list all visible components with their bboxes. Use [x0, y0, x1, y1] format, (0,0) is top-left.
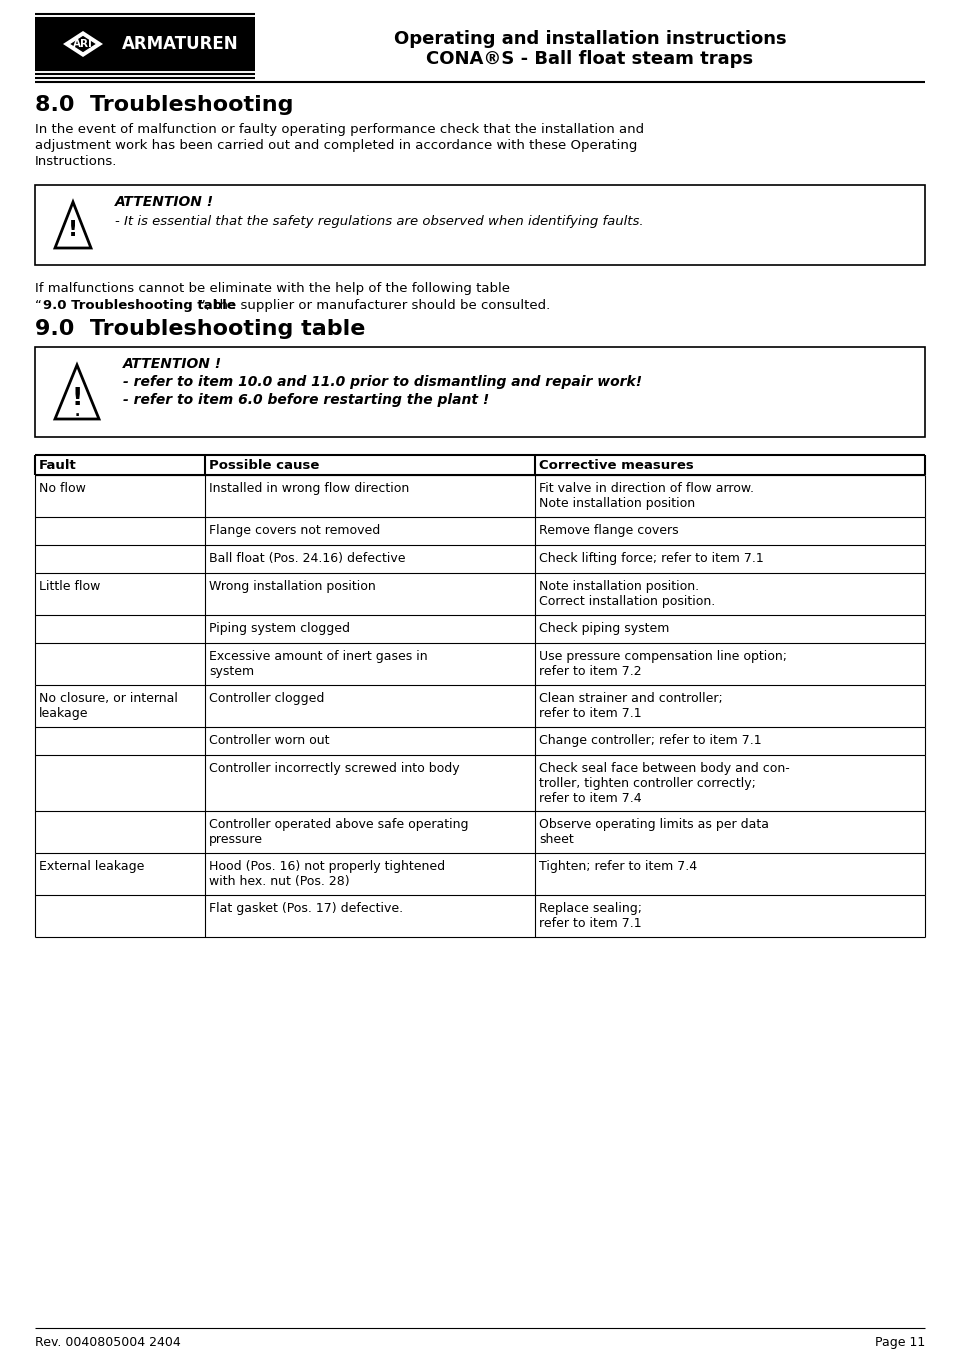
- Text: Use pressure compensation line option;
refer to item 7.2: Use pressure compensation line option; r…: [538, 650, 786, 678]
- Text: adjustment work has been carried out and completed in accordance with these Oper: adjustment work has been carried out and…: [35, 139, 637, 153]
- Polygon shape: [63, 31, 103, 57]
- Text: Change controller; refer to item 7.1: Change controller; refer to item 7.1: [538, 734, 760, 747]
- Text: 9.0  Troubleshooting table: 9.0 Troubleshooting table: [35, 319, 365, 339]
- Text: CONA®S - Ball float steam traps: CONA®S - Ball float steam traps: [426, 50, 753, 68]
- Text: Page 11: Page 11: [874, 1336, 924, 1350]
- Text: ARMATUREN: ARMATUREN: [122, 35, 238, 53]
- Text: ATTENTION !: ATTENTION !: [123, 357, 222, 372]
- Text: Controller incorrectly screwed into body: Controller incorrectly screwed into body: [209, 762, 459, 775]
- Text: Possible cause: Possible cause: [209, 459, 319, 471]
- Text: Check seal face between body and con-
troller, tighten controller correctly;
ref: Check seal face between body and con- tr…: [538, 762, 789, 805]
- Text: Rev. 0040805004 2404: Rev. 0040805004 2404: [35, 1336, 180, 1350]
- FancyBboxPatch shape: [35, 347, 924, 436]
- Text: Controller clogged: Controller clogged: [209, 692, 324, 705]
- Text: - refer to item 6.0 before restarting the plant !: - refer to item 6.0 before restarting th…: [123, 393, 489, 407]
- Text: 9.0 Troubleshooting table: 9.0 Troubleshooting table: [43, 299, 235, 312]
- Text: Operating and installation instructions: Operating and installation instructions: [394, 30, 785, 49]
- Text: Wrong installation position: Wrong installation position: [209, 580, 375, 593]
- Text: .: .: [74, 405, 79, 419]
- Text: Controller operated above safe operating
pressure: Controller operated above safe operating…: [209, 817, 468, 846]
- Text: Fit valve in direction of flow arrow.
Note installation position: Fit valve in direction of flow arrow. No…: [538, 482, 753, 509]
- Text: !: !: [71, 386, 83, 409]
- Text: Fault: Fault: [39, 459, 76, 471]
- Text: Instructions.: Instructions.: [35, 155, 117, 168]
- Polygon shape: [55, 203, 91, 249]
- FancyBboxPatch shape: [35, 18, 254, 70]
- Text: !: !: [68, 220, 78, 240]
- Text: Tighten; refer to item 7.4: Tighten; refer to item 7.4: [538, 861, 697, 873]
- Text: Ball float (Pos. 24.16) defective: Ball float (Pos. 24.16) defective: [209, 553, 405, 565]
- Text: Little flow: Little flow: [39, 580, 100, 593]
- Text: In the event of malfunction or faulty operating performance check that the insta: In the event of malfunction or faulty op…: [35, 123, 643, 136]
- Text: ATTENTION !: ATTENTION !: [115, 195, 213, 209]
- Text: Corrective measures: Corrective measures: [538, 459, 693, 471]
- Polygon shape: [55, 365, 99, 419]
- Text: Note installation position.
Correct installation position.: Note installation position. Correct inst…: [538, 580, 715, 608]
- Text: Remove flange covers: Remove flange covers: [538, 524, 678, 536]
- Text: Check piping system: Check piping system: [538, 621, 669, 635]
- Text: External leakage: External leakage: [39, 861, 144, 873]
- Text: No flow: No flow: [39, 482, 86, 494]
- Text: “: “: [35, 299, 42, 312]
- Text: Flat gasket (Pos. 17) defective.: Flat gasket (Pos. 17) defective.: [209, 902, 403, 915]
- Text: Observe operating limits as per data
sheet: Observe operating limits as per data she…: [538, 817, 768, 846]
- Text: Hood (Pos. 16) not properly tightened
with hex. nut (Pos. 28): Hood (Pos. 16) not properly tightened wi…: [209, 861, 445, 888]
- FancyBboxPatch shape: [35, 185, 924, 265]
- Text: Replace sealing;
refer to item 7.1: Replace sealing; refer to item 7.1: [538, 902, 641, 929]
- Text: Installed in wrong flow direction: Installed in wrong flow direction: [209, 482, 409, 494]
- Polygon shape: [69, 35, 97, 53]
- Text: If malfunctions cannot be eliminate with the help of the following table: If malfunctions cannot be eliminate with…: [35, 282, 510, 295]
- Text: Clean strainer and controller;
refer to item 7.1: Clean strainer and controller; refer to …: [538, 692, 722, 720]
- Text: ARI: ARI: [73, 39, 92, 49]
- Text: 8.0  Troubleshooting: 8.0 Troubleshooting: [35, 95, 294, 115]
- Text: Excessive amount of inert gases in
system: Excessive amount of inert gases in syste…: [209, 650, 427, 678]
- Text: - It is essential that the safety regulations are observed when identifying faul: - It is essential that the safety regula…: [115, 215, 643, 228]
- Text: Flange covers not removed: Flange covers not removed: [209, 524, 380, 536]
- Text: - refer to item 10.0 and 11.0 prior to dismantling and repair work!: - refer to item 10.0 and 11.0 prior to d…: [123, 376, 641, 389]
- Text: No closure, or internal
leakage: No closure, or internal leakage: [39, 692, 177, 720]
- Text: Controller worn out: Controller worn out: [209, 734, 329, 747]
- Text: Piping system clogged: Piping system clogged: [209, 621, 350, 635]
- Text: Check lifting force; refer to item 7.1: Check lifting force; refer to item 7.1: [538, 553, 763, 565]
- Text: ”, the supplier or manufacturer should be consulted.: ”, the supplier or manufacturer should b…: [199, 299, 550, 312]
